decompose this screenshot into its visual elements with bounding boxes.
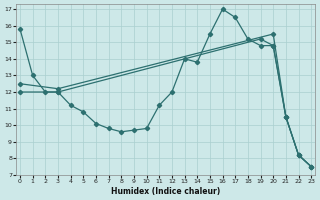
X-axis label: Humidex (Indice chaleur): Humidex (Indice chaleur) — [111, 187, 220, 196]
